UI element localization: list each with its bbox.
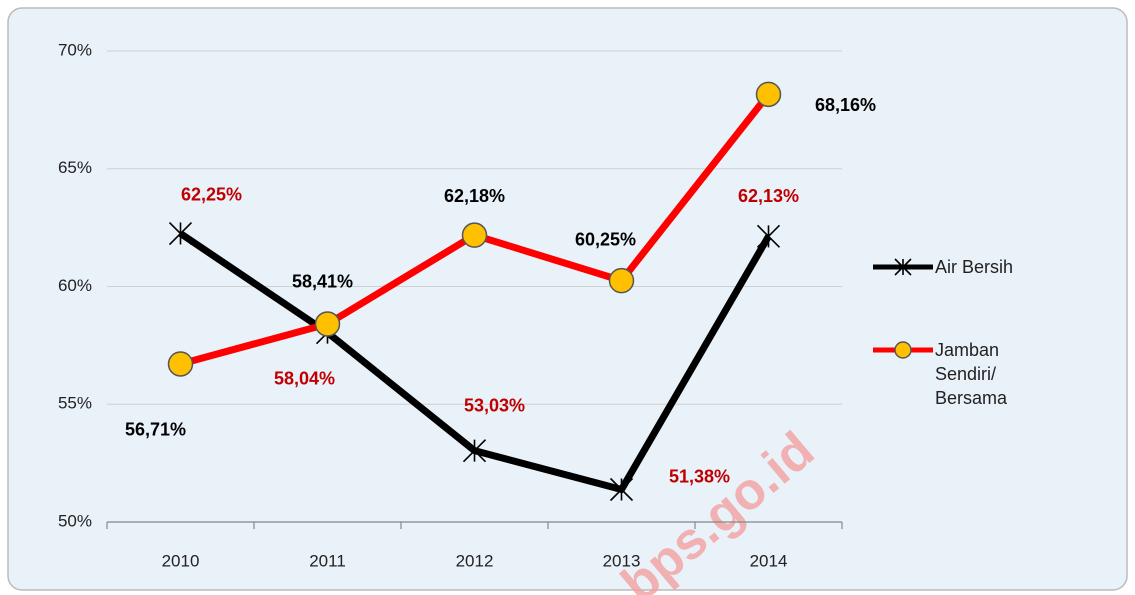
marker — [756, 224, 781, 248]
marker — [167, 351, 194, 377]
legend-marker — [894, 258, 912, 276]
value-label: 58,04% — [274, 368, 335, 388]
marker — [168, 221, 193, 246]
marker — [461, 222, 488, 248]
x-tick-label: 2012 — [456, 551, 494, 570]
y-tick-label: 55% — [58, 394, 92, 413]
legend-label: Air Bersih — [935, 257, 1014, 277]
marker — [609, 477, 634, 502]
y-tick-label: 60% — [58, 276, 92, 295]
x-tick-label: 2013 — [603, 551, 641, 570]
x-tick-label: 2014 — [750, 551, 788, 570]
marker — [755, 81, 782, 108]
value-label: 53,03% — [464, 395, 525, 415]
y-tick-label: 50% — [58, 511, 92, 530]
marker — [608, 267, 635, 294]
legend-marker-shape — [894, 258, 912, 276]
value-label: 58,41% — [292, 272, 353, 292]
value-label: 62,18% — [444, 186, 505, 206]
marker — [462, 439, 487, 463]
x-tick-label: 2011 — [309, 551, 346, 570]
value-label: 62,13% — [738, 186, 799, 206]
value-label: 60,25% — [575, 229, 636, 249]
value-label: 56,71% — [125, 420, 186, 440]
chart-frame — [7, 7, 1128, 591]
x-tick-label: 2010 — [162, 551, 200, 570]
value-label: 62,25% — [181, 184, 242, 204]
marker — [314, 311, 341, 337]
legend-marker — [894, 341, 912, 359]
y-tick-label: 65% — [58, 158, 92, 177]
legend-marker-shape — [894, 341, 912, 359]
value-label: 68,16% — [815, 95, 876, 115]
y-tick-label: 70% — [58, 40, 92, 59]
value-label: 51,38% — [669, 466, 730, 486]
legend-label: Jamban Sendiri/ Bersama — [935, 340, 1008, 408]
